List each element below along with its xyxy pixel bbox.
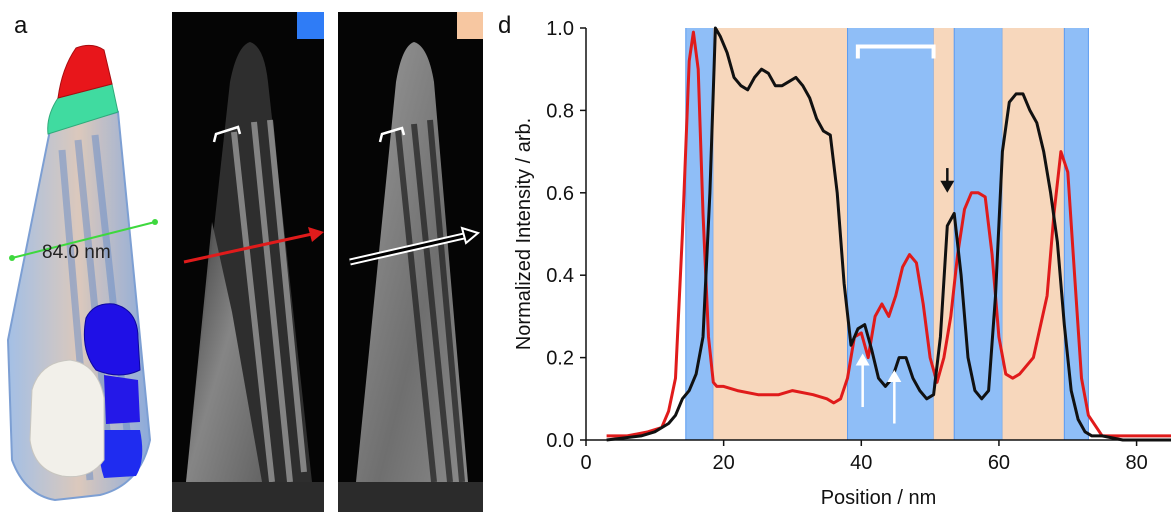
panel-label-a: a [14, 12, 28, 39]
white-up-arrow-1-head [855, 353, 870, 366]
red-profile-line [183, 232, 313, 264]
series-lines [606, 26, 1171, 442]
x-tick-label: 40 [850, 452, 872, 474]
scale-endpoint-left [9, 255, 15, 261]
series-line-0 [606, 30, 1171, 438]
x-tick-label: 80 [1125, 452, 1147, 474]
x-tick-label: 20 [713, 452, 735, 474]
scale-label: 84.0 nm [42, 242, 111, 263]
y-tick-label: 0.4 [546, 265, 574, 287]
white-profile-line-core [349, 234, 465, 264]
white-grain [29, 359, 105, 478]
panel-c-dark-field-image [338, 12, 483, 512]
band-1 [713, 28, 848, 440]
substrate-b [172, 482, 324, 512]
color-key-blue [297, 12, 324, 39]
dark-stripes-c [395, 119, 465, 483]
color-key-orange [457, 12, 483, 39]
white-arrow-head [460, 226, 481, 245]
panel-label-d: d [498, 12, 512, 39]
y-tick-label: 0.0 [546, 430, 574, 452]
band-3 [933, 28, 955, 440]
x-tick-label: 0 [580, 452, 591, 474]
bright-region-b [186, 222, 262, 482]
y-tick-label: 0.6 [546, 183, 574, 205]
bracket-b [212, 125, 242, 143]
y-tick-label: 0.8 [546, 100, 574, 122]
scale-endpoint-right [152, 219, 158, 225]
scale-measure-line [11, 221, 156, 259]
substrate-c [338, 482, 483, 512]
black-down-arrow-head [940, 180, 955, 193]
tick-labels: 0.0 0.2 0.4 0.6 0.8 1.0 0 20 40 60 80 [546, 18, 1148, 474]
band-6 [1064, 28, 1089, 440]
bracket-annotation [855, 44, 936, 59]
bracket-c [378, 126, 406, 143]
panel-b-dark-field-image [172, 12, 324, 512]
blue-blob-upper [83, 303, 141, 376]
panel-a-3d-reconstruction [6, 44, 158, 502]
intensity-profile-chart: 0.0 0.2 0.4 0.6 0.8 1.0 0 20 40 60 80 Position / n… [513, 18, 1171, 509]
y-axis-label: Normalized Intensity / arb. [513, 118, 535, 350]
blue-blob-middle [104, 375, 140, 424]
white-up-arrow-2-head [887, 369, 902, 382]
white-bracket [855, 44, 936, 59]
arrow-annotations [855, 168, 955, 424]
x-tick-label: 60 [988, 452, 1010, 474]
blue-blob-lower [99, 430, 143, 478]
y-tick-label: 1.0 [546, 18, 574, 40]
bright-stripes-b [231, 119, 307, 483]
red-arrow-head [308, 227, 324, 242]
series-line-1 [606, 26, 1171, 442]
x-axis-label: Position / nm [821, 487, 937, 509]
y-tick-label: 0.2 [546, 348, 574, 370]
red-cap-region [57, 44, 113, 99]
axes [585, 28, 1171, 441]
